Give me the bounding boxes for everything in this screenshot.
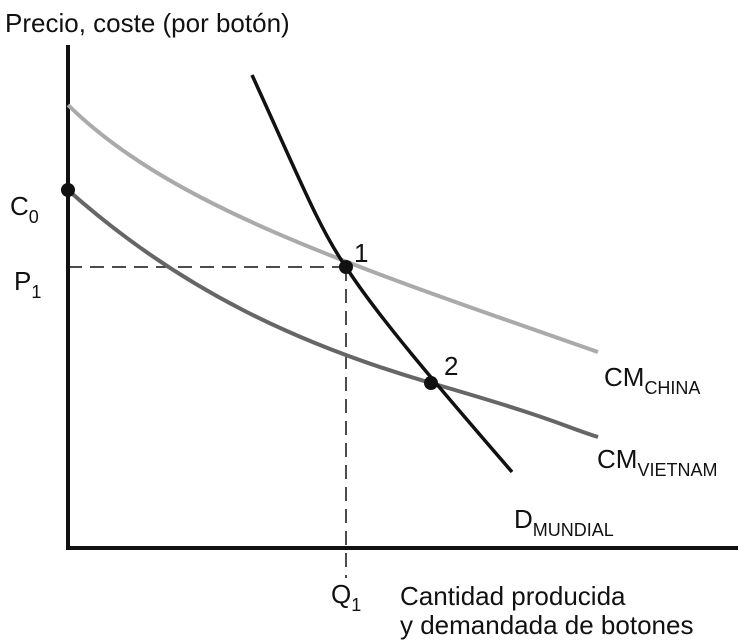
vietnam-label: CMVIETNAM bbox=[597, 444, 717, 480]
y-axis-label: Precio, coste (por botón) bbox=[5, 8, 290, 38]
china-label: CMCHINA bbox=[604, 362, 700, 398]
china-curve bbox=[66, 103, 599, 354]
demand-label: DMUNDIAL bbox=[514, 504, 614, 540]
c0-label: C0 bbox=[10, 191, 39, 227]
x-axis-label: y demandada de botones bbox=[400, 610, 693, 640]
point-2-label: 2 bbox=[444, 351, 458, 381]
c0-point bbox=[61, 183, 75, 197]
vietnam-curve bbox=[66, 188, 599, 439]
p1-label: P1 bbox=[14, 266, 41, 302]
point-1-label: 1 bbox=[354, 238, 368, 268]
q1-label: Q1 bbox=[331, 579, 361, 615]
point-1 bbox=[339, 260, 353, 274]
x-axis-label: Cantidad producida bbox=[400, 581, 626, 611]
point-2 bbox=[424, 376, 438, 390]
